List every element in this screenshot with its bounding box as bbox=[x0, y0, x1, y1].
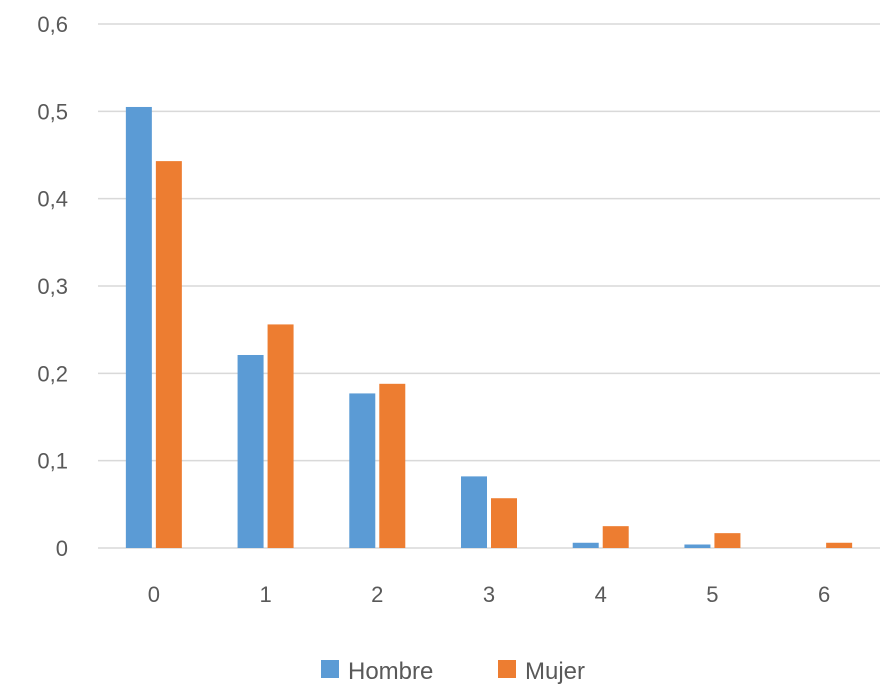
bar-mujer-2 bbox=[379, 383, 406, 548]
x-tick-label: 4 bbox=[595, 582, 607, 607]
bar-hombre-5 bbox=[684, 544, 711, 548]
legend-label-mujer: Mujer bbox=[525, 658, 585, 685]
y-tick-label: 0,2 bbox=[37, 361, 68, 386]
bar-mujer-6 bbox=[826, 542, 853, 548]
bar-mujer-3 bbox=[491, 498, 517, 548]
bar-hombre-4 bbox=[572, 542, 599, 548]
y-tick-label: 0,5 bbox=[37, 99, 68, 124]
x-axis-tick-labels: 0 1 2 3 4 5 6 bbox=[148, 582, 831, 607]
y-axis-tick-labels: 0 0,1 0,2 0,3 0,4 0,5 0,6 bbox=[37, 12, 68, 561]
x-tick-label: 2 bbox=[371, 582, 383, 607]
bar-mujer-5 bbox=[714, 533, 741, 548]
x-tick-label: 6 bbox=[818, 582, 830, 607]
bar-mujer-0 bbox=[155, 161, 182, 548]
y-tick-label: 0,6 bbox=[37, 12, 68, 37]
legend: Hombre Mujer bbox=[321, 658, 585, 685]
y-tick-label: 0,4 bbox=[37, 187, 68, 212]
bar-mujer-4 bbox=[602, 526, 629, 548]
bar-hombre-3 bbox=[461, 476, 487, 548]
gridlines bbox=[98, 23, 880, 549]
legend-swatch-mujer bbox=[498, 660, 516, 678]
bar-hombre-2 bbox=[349, 393, 376, 548]
legend-swatch-hombre bbox=[321, 660, 339, 678]
x-tick-label: 1 bbox=[259, 582, 271, 607]
y-tick-label: 0,1 bbox=[37, 449, 68, 474]
y-tick-label: 0 bbox=[56, 536, 68, 561]
bars bbox=[125, 106, 853, 548]
x-tick-label: 0 bbox=[148, 582, 160, 607]
x-tick-label: 3 bbox=[483, 582, 495, 607]
y-tick-label: 0,3 bbox=[37, 274, 68, 299]
bar-mujer-1 bbox=[267, 324, 294, 548]
bar-hombre-1 bbox=[237, 354, 264, 548]
bar-hombre-0 bbox=[125, 106, 152, 548]
x-tick-label: 5 bbox=[706, 582, 718, 607]
legend-label-hombre: Hombre bbox=[348, 658, 433, 685]
